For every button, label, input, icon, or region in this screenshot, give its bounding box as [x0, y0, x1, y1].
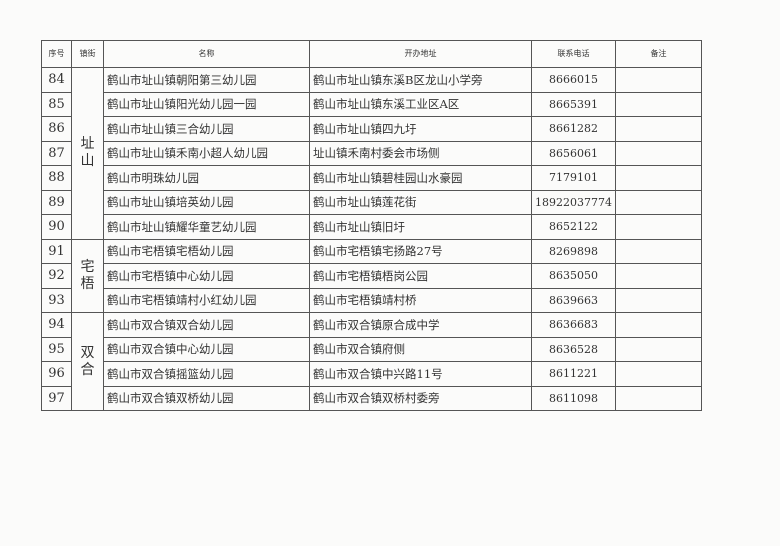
seq-cell: 91: [41, 238, 72, 264]
table-row: 92 鹤山市宅梧镇中心幼儿园 鹤山市宅梧镇梧岗公园 8635050: [41, 263, 702, 289]
table-row: 87 鹤山市址山镇禾南小超人幼儿园 址山镇禾南村委会市场侧 8656061: [41, 140, 702, 166]
table-row: 95 鹤山市双合镇中心幼儿园 鹤山市双合镇府侧 8636528: [41, 336, 702, 362]
note-cell: [615, 287, 702, 313]
seq-cell: 88: [41, 165, 72, 191]
phone-cell: 8639663: [531, 287, 616, 313]
header-note: 备注: [615, 40, 702, 68]
header-address: 开办地址: [309, 40, 532, 68]
name-cell: 鹤山市址山镇三合幼儿园: [103, 116, 310, 142]
table-row: 94 双合鹤山市双合镇双合幼儿园 鹤山市双合镇原合成中学 8636683: [41, 312, 702, 411]
table-row: 88 鹤山市明珠幼儿园 鹤山市址山镇碧桂园山水豪园 7179101: [41, 165, 702, 191]
phone-cell: 8656061: [531, 140, 616, 166]
table-row: 90 鹤山市址山镇耀华童艺幼儿园 鹤山市址山镇旧圩 8652122: [41, 214, 702, 240]
name-cell: 鹤山市双合镇双合幼儿园: [103, 312, 310, 338]
note-cell: [615, 214, 702, 240]
name-cell: 鹤山市宅梧镇中心幼儿园: [103, 263, 310, 289]
address-cell: 鹤山市双合镇原合成中学: [309, 312, 532, 338]
address-cell: 鹤山市双合镇双桥村委旁: [309, 385, 532, 411]
address-cell: 鹤山市址山镇四九圩: [309, 116, 532, 142]
header-row: 序号 镇街 名称 开办地址 联系电话 备注: [41, 40, 702, 68]
name-cell: 鹤山市宅梧镇宅梧幼儿园: [103, 238, 310, 264]
note-cell: [615, 263, 702, 289]
phone-cell: 8666015: [531, 67, 616, 93]
town-cell: 址山: [71, 67, 104, 240]
seq-cell: 87: [41, 140, 72, 166]
seq-cell: 85: [41, 91, 72, 117]
phone-cell: 8611221: [531, 361, 616, 387]
seq-cell: 97: [41, 385, 72, 411]
address-cell: 鹤山市宅梧镇宅扬路27号: [309, 238, 532, 264]
phone-cell: 8635050: [531, 263, 616, 289]
name-cell: 鹤山市宅梧镇靖村小红幼儿园: [103, 287, 310, 313]
note-cell: [615, 165, 702, 191]
seq-cell: 86: [41, 116, 72, 142]
town-cell: 双合: [71, 312, 104, 411]
note-cell: [615, 67, 702, 93]
address-cell: 鹤山市址山镇莲花街: [309, 189, 532, 215]
note-cell: [615, 238, 702, 264]
phone-cell: 7179101: [531, 165, 616, 191]
header-seq: 序号: [41, 40, 72, 68]
note-cell: [615, 312, 702, 338]
seq-cell: 89: [41, 189, 72, 215]
header-phone: 联系电话: [531, 40, 616, 68]
table-row: 86 鹤山市址山镇三合幼儿园 鹤山市址山镇四九圩 8661282: [41, 116, 702, 142]
name-cell: 鹤山市双合镇中心幼儿园: [103, 336, 310, 362]
table-row: 96 鹤山市双合镇摇篮幼儿园 鹤山市双合镇中兴路11号 8611221: [41, 361, 702, 387]
kindergarten-table: 序号 镇街 名称 开办地址 联系电话 备注 84 址山鹤山市址山镇朝阳第三幼儿园鹤…: [41, 40, 702, 411]
address-cell: 鹤山市宅梧镇梧岗公园: [309, 263, 532, 289]
seq-cell: 93: [41, 287, 72, 313]
seq-cell: 84: [41, 67, 72, 93]
phone-cell: 8652122: [531, 214, 616, 240]
table-row: 93 鹤山市宅梧镇靖村小红幼儿园 鹤山市宅梧镇靖村桥 8639663: [41, 287, 702, 313]
address-cell: 址山镇禾南村委会市场侧: [309, 140, 532, 166]
table-row: 84 址山鹤山市址山镇朝阳第三幼儿园 鹤山市址山镇东溪B区龙山小学旁 8666015: [41, 67, 702, 240]
seq-cell: 90: [41, 214, 72, 240]
note-cell: [615, 361, 702, 387]
seq-cell: 95: [41, 336, 72, 362]
table-row: 91 宅梧鹤山市宅梧镇宅梧幼儿园 鹤山市宅梧镇宅扬路27号 8269898: [41, 238, 702, 313]
table-row: 85 鹤山市址山镇阳光幼儿园一园 鹤山市址山镇东溪工业区A区 8665391: [41, 91, 702, 117]
phone-cell: 18922037774: [531, 189, 616, 215]
phone-cell: 8636683: [531, 312, 616, 338]
phone-cell: 8611098: [531, 385, 616, 411]
address-cell: 鹤山市址山镇旧圩: [309, 214, 532, 240]
address-cell: 鹤山市双合镇府侧: [309, 336, 532, 362]
header-town: 镇街: [71, 40, 104, 68]
seq-cell: 96: [41, 361, 72, 387]
address-cell: 鹤山市址山镇东溪B区龙山小学旁: [309, 67, 532, 93]
town-cell: 宅梧: [71, 238, 104, 313]
seq-cell: 94: [41, 312, 72, 338]
address-cell: 鹤山市址山镇东溪工业区A区: [309, 91, 532, 117]
note-cell: [615, 116, 702, 142]
note-cell: [615, 140, 702, 166]
header-name: 名称: [103, 40, 310, 68]
phone-cell: 8661282: [531, 116, 616, 142]
name-cell: 鹤山市址山镇禾南小超人幼儿园: [103, 140, 310, 166]
address-cell: 鹤山市双合镇中兴路11号: [309, 361, 532, 387]
phone-cell: 8636528: [531, 336, 616, 362]
note-cell: [615, 336, 702, 362]
table-row: 97 鹤山市双合镇双桥幼儿园 鹤山市双合镇双桥村委旁 8611098: [41, 385, 702, 411]
name-cell: 鹤山市址山镇阳光幼儿园一园: [103, 91, 310, 117]
note-cell: [615, 385, 702, 411]
name-cell: 鹤山市址山镇耀华童艺幼儿园: [103, 214, 310, 240]
address-cell: 鹤山市宅梧镇靖村桥: [309, 287, 532, 313]
table-row: 89 鹤山市址山镇培英幼儿园 鹤山市址山镇莲花街 18922037774: [41, 189, 702, 215]
name-cell: 鹤山市明珠幼儿园: [103, 165, 310, 191]
note-cell: [615, 91, 702, 117]
name-cell: 鹤山市址山镇培英幼儿园: [103, 189, 310, 215]
seq-cell: 92: [41, 263, 72, 289]
name-cell: 鹤山市双合镇双桥幼儿园: [103, 385, 310, 411]
name-cell: 鹤山市双合镇摇篮幼儿园: [103, 361, 310, 387]
address-cell: 鹤山市址山镇碧桂园山水豪园: [309, 165, 532, 191]
name-cell: 鹤山市址山镇朝阳第三幼儿园: [103, 67, 310, 93]
note-cell: [615, 189, 702, 215]
phone-cell: 8269898: [531, 238, 616, 264]
phone-cell: 8665391: [531, 91, 616, 117]
